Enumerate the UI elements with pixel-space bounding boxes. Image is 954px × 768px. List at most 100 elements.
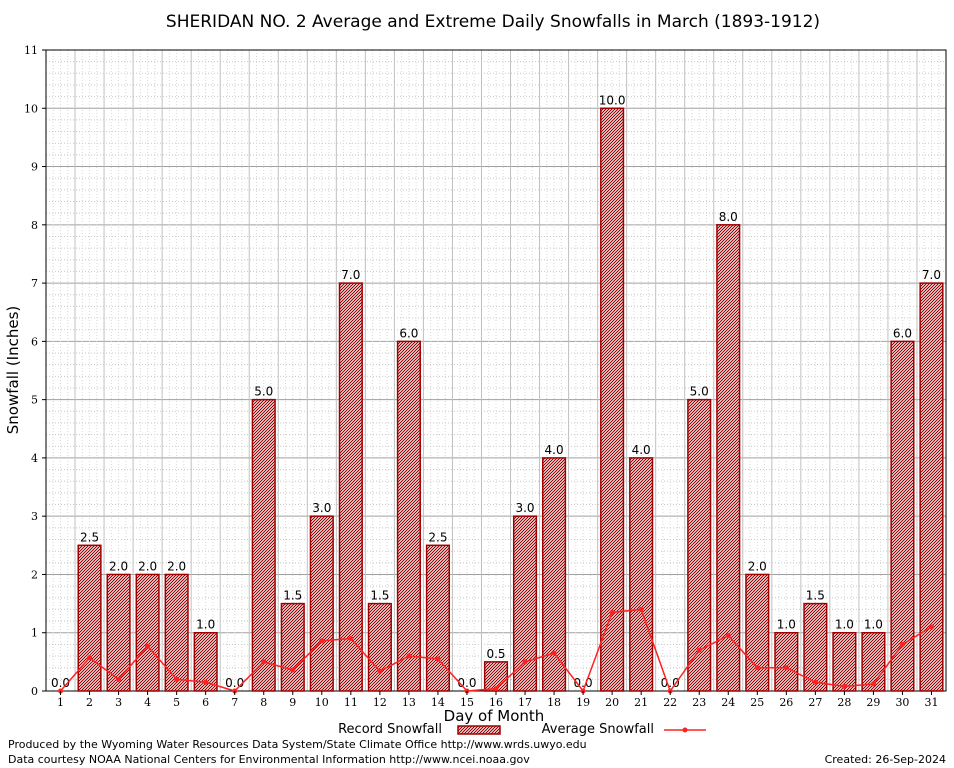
record-bar-day-9 bbox=[280, 602, 305, 692]
x-tick-label: 20 bbox=[605, 696, 619, 709]
x-tick-label: 15 bbox=[460, 696, 474, 709]
average-point-day-5 bbox=[174, 676, 180, 682]
x-tick-label: 10 bbox=[315, 696, 329, 709]
y-tick-label: 2 bbox=[31, 568, 38, 581]
average-point-day-26 bbox=[783, 665, 789, 671]
record-value-label-day-3: 2.0 bbox=[109, 559, 128, 573]
record-value-label-day-11: 7.0 bbox=[341, 268, 360, 282]
record-value-label-day-6: 1.0 bbox=[196, 618, 215, 632]
record-bar-day-17 bbox=[512, 515, 538, 692]
record-value-label-day-17: 3.0 bbox=[515, 501, 534, 515]
y-ticks: 0 1 2 3 4 5 6 7 8 9 10 11 bbox=[24, 44, 46, 698]
y-tick-label: 1 bbox=[31, 627, 38, 640]
x-tick-label: 22 bbox=[663, 696, 677, 709]
footer-producer: Produced by the Wyoming Water Resources … bbox=[8, 738, 587, 751]
record-bar-day-14 bbox=[425, 544, 451, 692]
record-value-label-day-28: 1.0 bbox=[835, 618, 854, 632]
x-tick-label: 5 bbox=[173, 696, 180, 709]
record-value-label-day-7: 0.0 bbox=[225, 676, 244, 690]
legend-average-marker bbox=[682, 727, 688, 733]
legend: Record Snowfall Average Snowfall bbox=[338, 722, 706, 737]
x-tick-label: 4 bbox=[144, 696, 151, 709]
record-bar-day-12 bbox=[367, 602, 392, 692]
record-value-label-day-12: 1.5 bbox=[370, 589, 389, 603]
record-bar-day-8 bbox=[251, 398, 276, 692]
y-tick-label: 10 bbox=[24, 102, 38, 115]
record-value-label-day-25: 2.0 bbox=[748, 559, 767, 573]
average-point-day-20 bbox=[609, 609, 615, 615]
average-point-day-9 bbox=[290, 667, 296, 673]
record-value-label-day-9: 1.5 bbox=[283, 589, 302, 603]
average-point-day-24 bbox=[725, 633, 731, 639]
x-tick-label: 23 bbox=[692, 696, 706, 709]
legend-average-label: Average Snowfall bbox=[542, 722, 654, 737]
y-tick-label: 5 bbox=[31, 394, 38, 407]
record-bar-day-30 bbox=[890, 340, 915, 692]
average-point-day-30 bbox=[899, 641, 905, 647]
average-point-day-3 bbox=[116, 676, 122, 682]
x-tick-label: 25 bbox=[750, 696, 764, 709]
x-tick-label: 30 bbox=[895, 696, 909, 709]
average-point-day-2 bbox=[87, 655, 93, 661]
bars-group bbox=[77, 107, 944, 692]
record-bar-day-25 bbox=[745, 573, 770, 692]
record-value-label-day-31: 7.0 bbox=[922, 268, 941, 282]
average-point-day-10 bbox=[319, 638, 325, 644]
average-point-day-31 bbox=[928, 624, 934, 630]
x-tick-label: 9 bbox=[289, 696, 296, 709]
average-point-day-29 bbox=[870, 681, 876, 687]
average-point-day-18 bbox=[551, 650, 557, 656]
average-point-day-12 bbox=[377, 668, 383, 674]
average-point-day-14 bbox=[435, 656, 441, 662]
legend-record-label: Record Snowfall bbox=[338, 722, 442, 737]
y-tick-label: 3 bbox=[31, 510, 38, 523]
record-bar-day-23 bbox=[687, 398, 712, 692]
record-bar-day-10 bbox=[309, 515, 334, 692]
y-tick-label: 4 bbox=[31, 452, 38, 465]
x-tick-label: 26 bbox=[779, 696, 793, 709]
record-value-label-day-10: 3.0 bbox=[312, 501, 331, 515]
record-bar-day-21 bbox=[629, 457, 654, 692]
record-value-label-day-2: 2.5 bbox=[80, 530, 99, 544]
x-tick-label: 24 bbox=[721, 696, 735, 709]
average-point-day-28 bbox=[841, 683, 847, 689]
record-bar-day-2 bbox=[77, 544, 102, 692]
x-tick-label: 28 bbox=[837, 696, 851, 709]
average-line-group bbox=[58, 606, 934, 694]
record-value-label-day-8: 5.0 bbox=[254, 385, 273, 399]
average-point-day-27 bbox=[812, 679, 818, 685]
bar-labels-group: 0.0 2.5 2.0 2.0 2.0 1.0 0.0 5.0 1.5 3.0 7.0 1.5 6.0 2… bbox=[51, 93, 941, 690]
x-tick-label: 27 bbox=[808, 696, 822, 709]
record-bar-day-5 bbox=[164, 573, 189, 692]
record-value-label-day-29: 1.0 bbox=[864, 618, 883, 632]
y-tick-label: 0 bbox=[31, 685, 38, 698]
x-tick-label: 3 bbox=[115, 696, 122, 709]
record-value-label-day-13: 6.0 bbox=[399, 326, 418, 340]
record-value-label-day-26: 1.0 bbox=[777, 618, 796, 632]
record-value-label-day-22: 0.0 bbox=[661, 676, 680, 690]
x-ticks: 1 2 3 4 5 6 7 8 9 10 11 12 13 14 15 16 17 18 19 20 21 22 23 24 2… bbox=[57, 691, 938, 709]
x-tick-label: 17 bbox=[518, 696, 532, 709]
x-tick-label: 12 bbox=[373, 696, 387, 709]
record-value-label-day-16: 0.5 bbox=[486, 647, 505, 661]
y-tick-label: 11 bbox=[24, 44, 38, 57]
record-value-label-day-5: 2.0 bbox=[167, 559, 186, 573]
record-bar-day-31 bbox=[919, 282, 944, 692]
record-value-label-day-21: 4.0 bbox=[632, 443, 651, 457]
average-point-day-4 bbox=[145, 643, 151, 649]
x-tick-label: 13 bbox=[402, 696, 416, 709]
record-bar-day-13 bbox=[396, 340, 421, 692]
y-tick-label: 8 bbox=[31, 219, 38, 232]
record-value-label-day-23: 5.0 bbox=[690, 385, 709, 399]
average-point-day-6 bbox=[203, 679, 209, 685]
record-value-label-day-18: 4.0 bbox=[545, 443, 564, 457]
x-tick-label: 2 bbox=[86, 696, 93, 709]
average-point-day-13 bbox=[406, 653, 412, 659]
record-bar-day-11 bbox=[338, 282, 363, 692]
x-tick-label: 19 bbox=[576, 696, 590, 709]
record-bar-day-24 bbox=[716, 224, 741, 692]
record-bar-day-4 bbox=[135, 573, 160, 692]
record-value-label-day-27: 1.5 bbox=[806, 589, 825, 603]
average-point-day-23 bbox=[696, 647, 702, 653]
